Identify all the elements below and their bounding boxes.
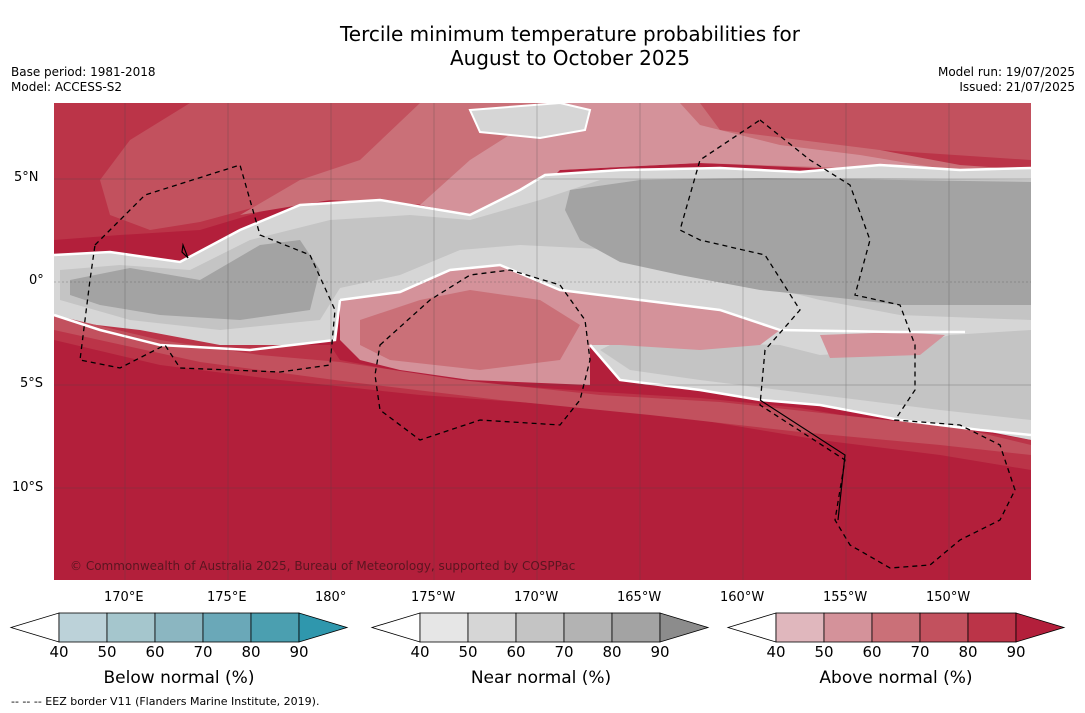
lat-label-10s: 10°S <box>12 480 44 495</box>
colorbar-tick-label: 80 <box>958 643 978 661</box>
colorbar-tick-label: 70 <box>554 643 574 661</box>
title-line-2: August to October 2025 <box>449 46 691 70</box>
colorbar-tick-label: 80 <box>241 643 261 661</box>
colorbar-segment <box>419 612 469 643</box>
colorbar-segment <box>563 612 613 643</box>
colorbar-segment <box>467 612 517 643</box>
meta-right: Model run: 19/07/2025 Issued: 21/07/2025 <box>938 65 1075 95</box>
coastlines <box>181 242 846 521</box>
colorbar-tick-label: 40 <box>766 643 786 661</box>
lon-label-160w: 160°W <box>720 590 765 605</box>
colorbar-tick-label: 60 <box>145 643 165 661</box>
colorbar-segment <box>106 612 156 643</box>
model-text: Model: ACCESS-S2 <box>11 80 123 94</box>
colorbar-tick-label: 50 <box>458 643 478 661</box>
colorbar-tick-label: 60 <box>506 643 526 661</box>
colorbar-ticks: 40 50 60 70 80 90 40 50 60 70 80 90 40 50 60 70 80 90 <box>0 643 1085 663</box>
lon-label-175w: 175°W <box>411 590 456 605</box>
eez-footnote: -- -- -- EEZ border V11 (Flanders Marine… <box>11 695 320 708</box>
colorbar-segment <box>202 612 252 643</box>
lon-label-170e: 170°E <box>104 590 144 605</box>
lat-label-0: 0° <box>29 273 44 288</box>
lon-label-175e: 175°E <box>207 590 247 605</box>
colorbar-extend-high <box>1015 612 1066 643</box>
lon-label-150w: 150°W <box>926 590 971 605</box>
colorbar-above-normal <box>726 612 1066 643</box>
eez-borders <box>79 119 1016 569</box>
copyright-text: © Commonwealth of Australia 2025, Bureau… <box>70 559 576 573</box>
colorbar-segment <box>823 612 873 643</box>
lon-label-165w: 165°W <box>617 590 662 605</box>
colorbar-tick-label: 70 <box>910 643 930 661</box>
colorbars <box>9 612 1066 643</box>
colorbar-segment <box>967 612 1017 643</box>
base-period-text: Base period: 1981-2018 <box>11 65 156 79</box>
near-normal-label: Near normal (%) <box>470 668 612 688</box>
title-line-1: Tercile minimum temperature probabilitie… <box>339 22 801 46</box>
colorbar-segment <box>154 612 204 643</box>
colorbar-extend-low <box>370 612 421 643</box>
above-normal-label: Above normal (%) <box>819 668 973 688</box>
colorbar-segment <box>611 612 661 643</box>
lat-label-5n: 5°N <box>14 170 39 185</box>
colorbar-extend-high <box>298 612 349 643</box>
issued-text: Issued: 21/07/2025 <box>959 80 1075 94</box>
colorbar-tick-label: 50 <box>814 643 834 661</box>
colorbar-segment <box>515 612 565 643</box>
lon-label-170w: 170°W <box>514 590 559 605</box>
colorbar-tick-label: 90 <box>650 643 670 661</box>
colorbar-near-normal <box>370 612 710 643</box>
graticule <box>54 103 1031 580</box>
lon-label-155w: 155°W <box>823 590 868 605</box>
colorbar-extend-high <box>659 612 710 643</box>
colorbar-segment <box>919 612 969 643</box>
colorbar-extend-low <box>9 612 60 643</box>
colorbar-tick-label: 80 <box>602 643 622 661</box>
colorbar-tick-label: 40 <box>410 643 430 661</box>
colorbar-tick-label: 90 <box>1006 643 1026 661</box>
map-title: Tercile minimum temperature probabilitie… <box>0 22 1085 70</box>
colorbar-tick-label: 40 <box>49 643 69 661</box>
colorbar-tick-label: 60 <box>862 643 882 661</box>
lon-label-180: 180° <box>315 590 347 605</box>
below-normal-label: Below normal (%) <box>103 668 255 688</box>
lat-label-5s: 5°S <box>20 376 44 391</box>
colorbar-tick-label: 70 <box>193 643 213 661</box>
probability-field <box>54 103 1031 580</box>
colorbar-segment <box>58 612 108 643</box>
colorbar-segment <box>250 612 300 643</box>
meta-left: Base period: 1981-2018 Model: ACCESS-S2 <box>11 65 156 95</box>
colorbar-segment <box>775 612 825 643</box>
colorbar-extend-low <box>726 612 777 643</box>
colorbar-tick-label: 90 <box>289 643 309 661</box>
colorbar-tick-label: 50 <box>97 643 117 661</box>
model-run-text: Model run: 19/07/2025 <box>937 65 1075 79</box>
colorbar-below-normal <box>9 612 349 643</box>
colorbar-segment <box>871 612 921 643</box>
